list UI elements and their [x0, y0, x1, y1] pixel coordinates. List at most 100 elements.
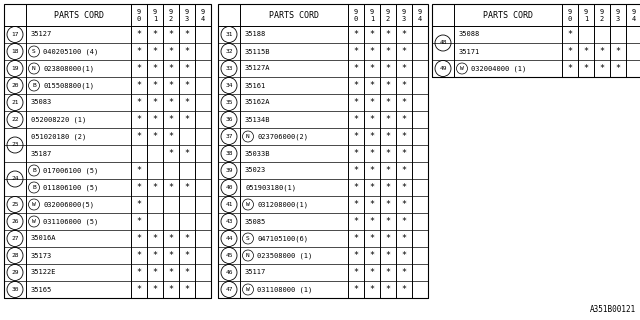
Text: *: * [152, 64, 157, 73]
Text: *: * [568, 47, 573, 56]
Text: 023808000(1): 023808000(1) [43, 65, 94, 72]
Text: *: * [184, 81, 189, 90]
Text: PARTS CORD: PARTS CORD [54, 11, 104, 20]
Text: *: * [152, 81, 157, 90]
Text: *: * [152, 268, 157, 277]
Text: *: * [385, 98, 390, 107]
Text: *: * [369, 183, 374, 192]
Text: 44: 44 [225, 236, 233, 241]
Text: *: * [184, 183, 189, 192]
Text: 2: 2 [600, 16, 604, 22]
Text: *: * [136, 47, 141, 56]
Text: *: * [353, 149, 358, 158]
Text: 051903180(1): 051903180(1) [245, 184, 296, 191]
Text: *: * [369, 81, 374, 90]
Text: 35: 35 [225, 100, 233, 105]
Text: *: * [184, 64, 189, 73]
Text: *: * [353, 251, 358, 260]
Text: *: * [184, 149, 189, 158]
Text: *: * [168, 64, 173, 73]
Text: 35122E: 35122E [31, 269, 56, 276]
Text: 26: 26 [12, 219, 19, 224]
Text: *: * [385, 47, 390, 56]
Text: 9: 9 [354, 9, 358, 15]
Text: *: * [136, 234, 141, 243]
Text: 0: 0 [354, 16, 358, 22]
Text: 30: 30 [12, 287, 19, 292]
Text: *: * [568, 64, 573, 73]
Text: *: * [168, 47, 173, 56]
Text: 37: 37 [225, 134, 233, 139]
Text: 40: 40 [225, 185, 233, 190]
Text: *: * [385, 285, 390, 294]
Text: 032006000(5): 032006000(5) [43, 201, 94, 208]
Text: 023706000(2): 023706000(2) [257, 133, 308, 140]
Text: 052008220 (1): 052008220 (1) [31, 116, 86, 123]
Text: *: * [353, 30, 358, 39]
Text: 31: 31 [225, 32, 233, 37]
Text: *: * [369, 98, 374, 107]
Text: 49: 49 [439, 66, 447, 71]
Text: 9: 9 [386, 9, 390, 15]
Text: *: * [152, 47, 157, 56]
Text: 35162A: 35162A [245, 100, 271, 106]
Text: *: * [401, 149, 406, 158]
Text: *: * [385, 217, 390, 226]
Text: *: * [369, 149, 374, 158]
Text: 45: 45 [225, 253, 233, 258]
Text: *: * [385, 64, 390, 73]
Text: 35033B: 35033B [245, 150, 271, 156]
Text: 35016A: 35016A [31, 236, 56, 242]
Text: *: * [385, 183, 390, 192]
Text: 21: 21 [12, 100, 19, 105]
Text: *: * [168, 234, 173, 243]
Text: B: B [32, 185, 36, 190]
Text: *: * [385, 234, 390, 243]
Text: *: * [401, 132, 406, 141]
Text: *: * [136, 251, 141, 260]
Text: *: * [168, 268, 173, 277]
Text: *: * [369, 251, 374, 260]
Text: 35161: 35161 [245, 83, 266, 89]
Text: *: * [616, 64, 621, 73]
Text: *: * [152, 132, 157, 141]
Text: 35085: 35085 [245, 219, 266, 225]
Text: 9: 9 [137, 9, 141, 15]
Text: *: * [136, 200, 141, 209]
Text: *: * [152, 98, 157, 107]
Text: 43: 43 [225, 219, 233, 224]
Text: *: * [184, 30, 189, 39]
Text: 4: 4 [632, 16, 636, 22]
Text: 031208000(1): 031208000(1) [257, 201, 308, 208]
Text: *: * [353, 183, 358, 192]
Text: *: * [401, 30, 406, 39]
Text: *: * [136, 217, 141, 226]
Text: *: * [184, 285, 189, 294]
Text: 35134B: 35134B [245, 116, 271, 123]
Text: W: W [460, 66, 464, 71]
Text: 9: 9 [584, 9, 588, 15]
Text: 023508000 (1): 023508000 (1) [257, 252, 312, 259]
Text: 047105100(6): 047105100(6) [257, 235, 308, 242]
Text: *: * [385, 81, 390, 90]
Text: *: * [401, 64, 406, 73]
Text: *: * [401, 166, 406, 175]
Text: *: * [600, 64, 605, 73]
Text: S: S [246, 236, 250, 241]
Text: 9: 9 [153, 9, 157, 15]
Text: 017006100 (5): 017006100 (5) [43, 167, 99, 174]
Text: 28: 28 [12, 253, 19, 258]
Text: *: * [136, 183, 141, 192]
Text: *: * [168, 115, 173, 124]
Text: *: * [353, 166, 358, 175]
Text: *: * [401, 268, 406, 277]
Text: *: * [353, 64, 358, 73]
Text: *: * [136, 81, 141, 90]
Text: *: * [184, 251, 189, 260]
Text: *: * [168, 132, 173, 141]
Text: 3: 3 [402, 16, 406, 22]
Text: *: * [369, 166, 374, 175]
Text: 29: 29 [12, 270, 19, 275]
Text: 4: 4 [201, 16, 205, 22]
Text: PARTS CORD: PARTS CORD [269, 11, 319, 20]
